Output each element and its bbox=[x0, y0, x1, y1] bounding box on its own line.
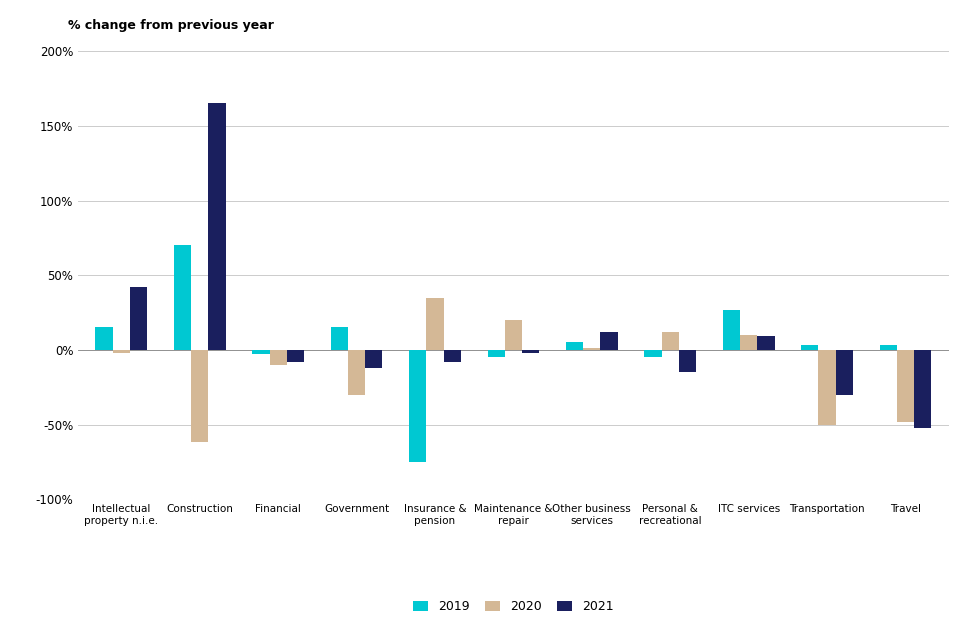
Legend: 2019, 2020, 2021: 2019, 2020, 2021 bbox=[408, 595, 617, 618]
Bar bbox=[252, 350, 270, 355]
Bar bbox=[722, 310, 740, 350]
Bar bbox=[208, 104, 226, 350]
Bar bbox=[444, 350, 460, 362]
Bar bbox=[364, 350, 382, 368]
Bar bbox=[174, 245, 191, 350]
Bar bbox=[270, 350, 286, 365]
Bar bbox=[488, 350, 504, 357]
Bar bbox=[130, 287, 148, 350]
Bar bbox=[878, 346, 896, 350]
Bar bbox=[678, 350, 696, 372]
Bar bbox=[112, 350, 130, 353]
Bar bbox=[756, 337, 774, 350]
Bar bbox=[896, 350, 913, 422]
Bar bbox=[740, 335, 756, 350]
Bar bbox=[191, 350, 208, 442]
Bar bbox=[661, 332, 678, 350]
Bar bbox=[286, 350, 304, 362]
Bar bbox=[522, 350, 538, 353]
Bar bbox=[566, 342, 582, 350]
Bar bbox=[408, 350, 426, 462]
Bar bbox=[600, 332, 617, 350]
Bar bbox=[818, 350, 835, 424]
Bar bbox=[96, 328, 112, 350]
Bar bbox=[582, 348, 600, 350]
Bar bbox=[644, 350, 661, 357]
Bar bbox=[800, 346, 818, 350]
Bar bbox=[835, 350, 852, 395]
Bar bbox=[913, 350, 930, 428]
Bar bbox=[348, 350, 364, 395]
Bar bbox=[504, 320, 522, 350]
Text: % change from previous year: % change from previous year bbox=[68, 19, 275, 32]
Bar bbox=[330, 328, 348, 350]
Bar bbox=[426, 298, 444, 350]
